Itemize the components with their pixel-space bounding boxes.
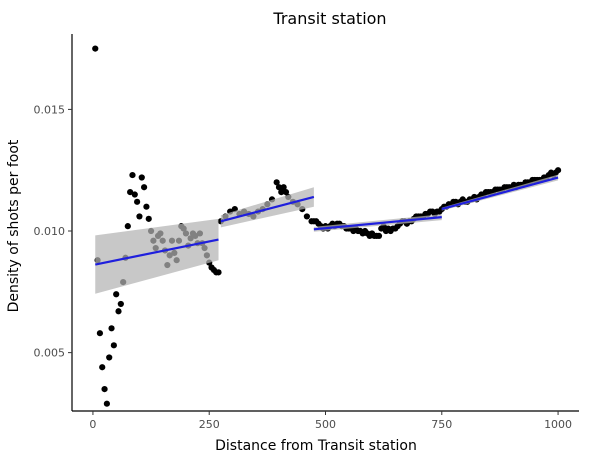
data-point-105 [375,232,383,239]
data-point-16 [129,171,136,179]
fit-line-2 [313,216,442,231]
data-point-53 [215,269,222,276]
data-point-75 [303,213,310,220]
x-tick-label-2: 500 [315,418,336,431]
data-point-67 [275,184,283,191]
x-axis-title: Distance from Transit station [215,438,417,454]
x-tick-label-4: 1000 [544,418,572,431]
data-point-5 [103,400,110,407]
data-point-14 [124,223,131,230]
fit-line-0 [95,238,219,266]
data-point-0 [92,45,99,52]
y-tick-label-2: 0.015 [34,103,66,116]
data-point-23 [145,215,152,222]
data-point-2 [96,330,104,337]
confidence-band-0 [95,218,219,294]
data-point-15 [127,189,134,196]
fit-line-1 [220,195,315,223]
axes [71,34,579,412]
data-point-20 [138,174,145,181]
y-tick-label-0: 0.005 [34,347,66,360]
data-point-10 [115,308,122,315]
data-point-66 [273,179,280,186]
y-ticks: 0.005 0.010 0.015 [34,103,72,360]
confidence-band-1 [220,187,314,228]
data-point-19 [136,213,143,220]
data-point-182 [554,167,562,174]
y-axis-title: Density of shots per foot [6,139,22,312]
data-point-69 [280,184,287,191]
data-point-6 [106,354,113,361]
x-tick-label-3: 750 [431,418,452,431]
data-point-4 [101,386,108,393]
data-point-70 [282,189,290,196]
data-point-68 [278,189,285,196]
data-point-11 [117,300,124,308]
data-point-3 [99,364,106,371]
data-point-22 [143,203,150,210]
data-point-17 [131,191,138,198]
x-ticks: 0 250 500 750 1000 [89,411,572,431]
x-tick-label-0: 0 [89,418,96,431]
chart-title: Transit station [272,9,386,28]
data-point-8 [110,342,117,349]
y-tick-label-1: 0.010 [34,225,66,238]
x-tick-label-1: 250 [199,418,220,431]
data-point-7 [108,325,115,332]
data-point-21 [141,184,148,191]
fit-line-3 [441,176,559,211]
fit-lines [95,176,559,266]
data-point-18 [134,198,141,205]
data-point-9 [113,291,120,298]
